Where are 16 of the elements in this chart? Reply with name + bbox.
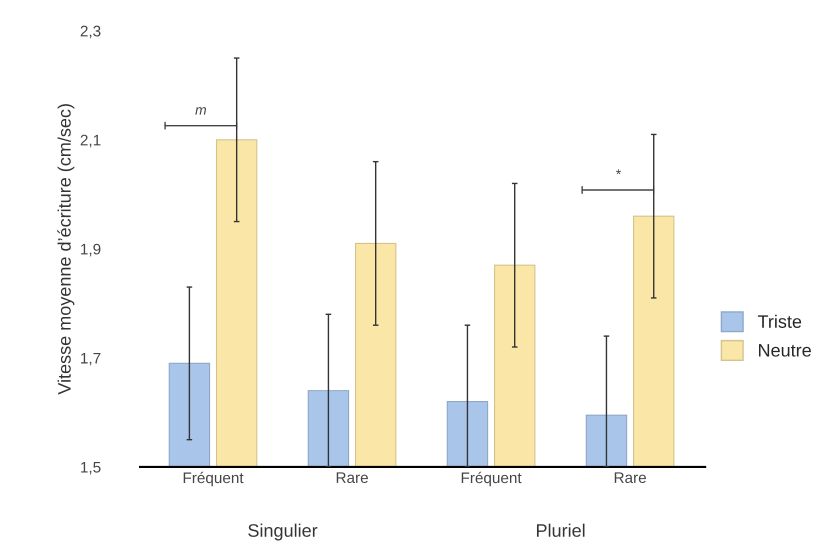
y-tick-label: 1,5 (81, 462, 101, 474)
legend-label: Triste (758, 314, 802, 328)
x-tick-label: Rare (614, 472, 646, 484)
text: Singulier (248, 524, 318, 540)
y-tick-label: 2,3 (80, 26, 100, 38)
text: Pluriel (536, 524, 584, 537)
y-tick-label: 1,7 (81, 352, 100, 366)
y-axis-title: Vitesse moyenne d’écriture (cm/sec) (57, 104, 74, 395)
x-tick-label: Fréquent (462, 472, 522, 486)
x-tick-label: Fréquent (184, 472, 244, 486)
annotation: * (616, 169, 621, 174)
legend-label: Neutre (759, 344, 811, 357)
x-tick-label: Rare (336, 472, 368, 484)
annotation: m (195, 107, 206, 115)
y-tick-label: 1,9 (81, 244, 100, 256)
y-tick-label: 2,1 (80, 134, 100, 148)
